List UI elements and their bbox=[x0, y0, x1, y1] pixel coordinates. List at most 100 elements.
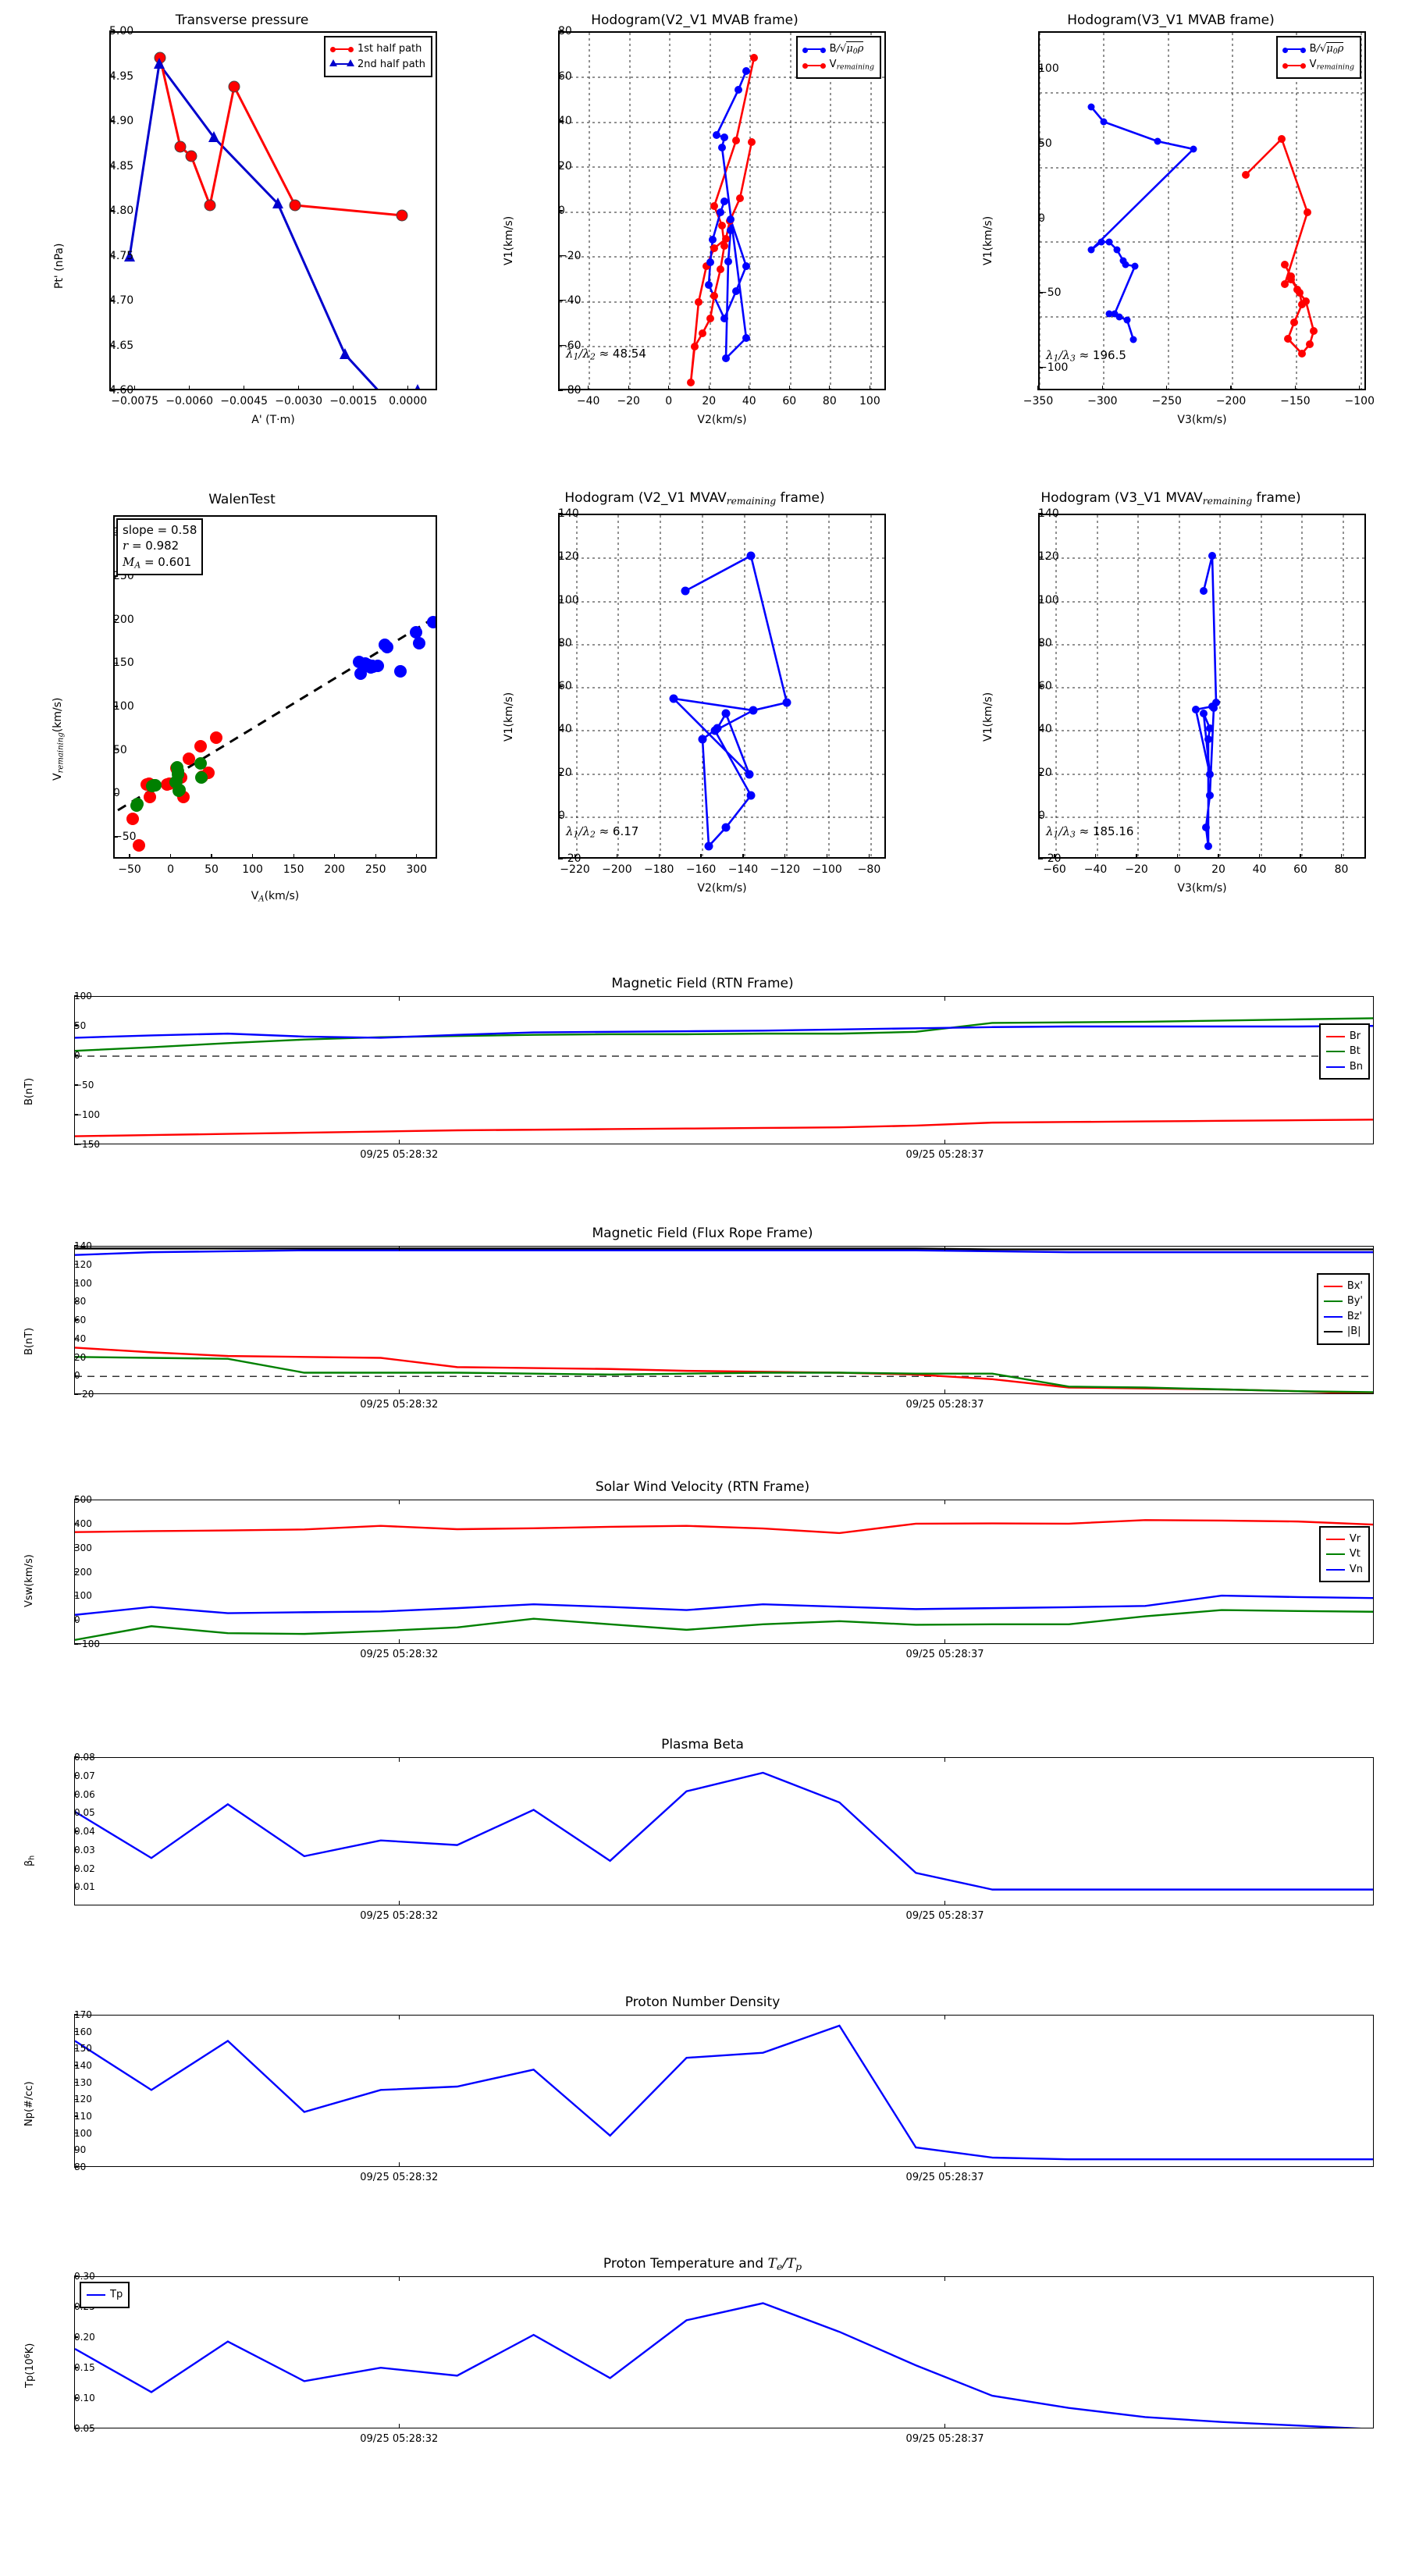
y-tick-mark bbox=[1038, 815, 1043, 817]
x-tick-label: −20 bbox=[617, 395, 640, 407]
x-tick-mark bbox=[298, 386, 300, 390]
plot-area: slope = 0.58 r = 0.982 MA = 0.601 bbox=[113, 515, 437, 859]
time-tick-mark-top bbox=[398, 1246, 400, 1251]
panel-hodogram-v3v1-mvav: Hodogram (V3_V1 MVAVremaining frame) bbox=[960, 468, 1382, 913]
x-tick-label: 80 bbox=[822, 395, 837, 407]
x-tick-label: −300 bbox=[1087, 395, 1118, 407]
y-tick-mark bbox=[74, 1793, 78, 1795]
walen-scatter-svg bbox=[117, 615, 436, 852]
x-tick-label: 250 bbox=[365, 863, 386, 876]
panel-title: Proton Temperature and Te/Tp bbox=[603, 2256, 802, 2273]
y-tick-mark bbox=[1038, 685, 1043, 687]
y-tick-label: 150 bbox=[113, 656, 134, 669]
x-axis-title: V3(km/s) bbox=[1177, 414, 1227, 426]
legend-proton-temperature: Tp bbox=[80, 2282, 130, 2308]
panel-solar-wind-velocity-rtn: Solar Wind Velocity (RTN Frame) Vr Vt Vn −10… bbox=[0, 1479, 1405, 1678]
y-tick-mark bbox=[74, 2367, 78, 2368]
y-tick-mark bbox=[109, 30, 114, 32]
legend-label: Vremaining bbox=[1309, 59, 1354, 72]
series-line-Np bbox=[75, 2024, 1373, 2161]
y-tick-mark bbox=[1038, 143, 1043, 144]
x-tick-mark bbox=[700, 854, 702, 859]
hodogram-v2v1-svg bbox=[560, 33, 884, 389]
y-tick-label: 0.07 bbox=[74, 1770, 95, 1781]
y-tick-mark bbox=[558, 513, 563, 514]
legend-row-vrem: Vremaining bbox=[802, 57, 874, 73]
x-axis-title: V2(km/s) bbox=[697, 882, 747, 895]
y-tick-mark bbox=[1038, 771, 1043, 774]
line-swatch-icon bbox=[1325, 1051, 1345, 1053]
series-line-Bz bbox=[75, 1249, 1373, 1256]
x-tick-mark bbox=[1101, 386, 1103, 390]
y-tick-label: 0.08 bbox=[74, 1752, 95, 1763]
y-tick-label: 100 bbox=[558, 594, 579, 607]
eigenvalue-ratio-annotation: λ1/λ2 ≈ 6.17 bbox=[566, 824, 639, 840]
time-tick-mark-top bbox=[398, 996, 400, 1001]
time-tick-mark-top bbox=[944, 1757, 946, 1762]
y-tick-mark bbox=[74, 1775, 78, 1777]
plot-area: λ1/λ3 ≈ 185.16 bbox=[1038, 514, 1366, 859]
y-tick-label: 80 bbox=[74, 1296, 86, 1307]
y-tick-label: 40 bbox=[558, 115, 572, 127]
x-tick-label: 20 bbox=[1211, 863, 1225, 876]
legend-row: Vt bbox=[1325, 1546, 1363, 1562]
panel-title: Proton Number Density bbox=[624, 1994, 781, 2010]
y-tick-label: 170 bbox=[74, 2009, 92, 2020]
y-tick-mark bbox=[74, 2098, 78, 2100]
x-tick-mark bbox=[407, 386, 409, 390]
time-tick-label: 09/25 05:28:32 bbox=[360, 1910, 439, 1922]
y-tick-label: 200 bbox=[113, 614, 134, 626]
x-tick-label: 0 bbox=[167, 863, 174, 876]
y-tick-mark bbox=[109, 254, 114, 257]
x-tick-label: 0 bbox=[665, 395, 673, 407]
y-tick-mark bbox=[74, 1114, 78, 1115]
y-tick-mark bbox=[74, 2166, 78, 2168]
time-tick-label: 09/25 05:28:32 bbox=[360, 1649, 439, 1660]
y-tick-label: 40 bbox=[558, 723, 572, 735]
y-tick-mark bbox=[558, 120, 563, 122]
y-tick-mark bbox=[74, 995, 78, 997]
eigenvalue-ratio-annotation: λ1/λ3 ≈ 185.16 bbox=[1046, 824, 1134, 840]
x-tick-label: −60 bbox=[1043, 863, 1066, 876]
time-tick-mark bbox=[398, 2424, 400, 2428]
x-tick-label: −50 bbox=[118, 863, 141, 876]
y-tick-label: 120 bbox=[1038, 550, 1059, 563]
hodogram-v2v1-mvav-svg bbox=[560, 515, 884, 857]
y-tick-mark bbox=[74, 1547, 78, 1549]
time-tick-mark-top bbox=[944, 1500, 946, 1504]
series-line-Vt bbox=[75, 1609, 1373, 1642]
x-tick-mark bbox=[829, 386, 831, 390]
legend-row: Tp bbox=[87, 2287, 123, 2303]
x-tick-mark bbox=[375, 854, 376, 859]
time-tick-label: 09/25 05:28:37 bbox=[905, 1910, 984, 1922]
y-tick-label: 300 bbox=[74, 1542, 92, 1553]
time-tick-mark bbox=[398, 2162, 400, 2167]
magnetic-field-flux-rope-svg bbox=[75, 1247, 1373, 1393]
x-tick-label: 0.0000 bbox=[389, 395, 428, 407]
x-tick-mark bbox=[353, 386, 354, 390]
y-tick-mark bbox=[113, 749, 118, 751]
y-tick-label: 0.04 bbox=[74, 1826, 95, 1837]
y-tick-label: −20 bbox=[558, 250, 582, 262]
x-tick-label: 0 bbox=[1174, 863, 1181, 876]
x-tick-mark bbox=[334, 854, 336, 859]
x-tick-label: −100 bbox=[1344, 395, 1375, 407]
y-tick-label: 100 bbox=[113, 700, 134, 713]
x-tick-label: −180 bbox=[643, 863, 674, 876]
y-tick-label: 0.10 bbox=[74, 2393, 95, 2403]
x-tick-mark bbox=[788, 386, 790, 390]
line-swatch-icon bbox=[1325, 1035, 1345, 1037]
time-tick-mark-top bbox=[944, 2015, 946, 2019]
legend-label: Vt bbox=[1349, 1548, 1361, 1560]
series-line-Bt bbox=[75, 1017, 1373, 1052]
y-axis-title: Tp(106K) bbox=[23, 2343, 37, 2388]
panel-title: Plasma Beta bbox=[661, 1737, 744, 1752]
legend-label: Tp bbox=[110, 2289, 123, 2300]
y-tick-label: 0.01 bbox=[74, 1881, 95, 1892]
y-tick-label: 4.90 bbox=[109, 115, 133, 127]
y-tick-mark bbox=[558, 254, 563, 257]
legend-label: Br bbox=[1349, 1030, 1361, 1042]
legend-row: |B| bbox=[1323, 1324, 1363, 1340]
x-tick-label: 40 bbox=[1252, 863, 1267, 876]
y-tick-label: −20 bbox=[74, 1389, 94, 1400]
